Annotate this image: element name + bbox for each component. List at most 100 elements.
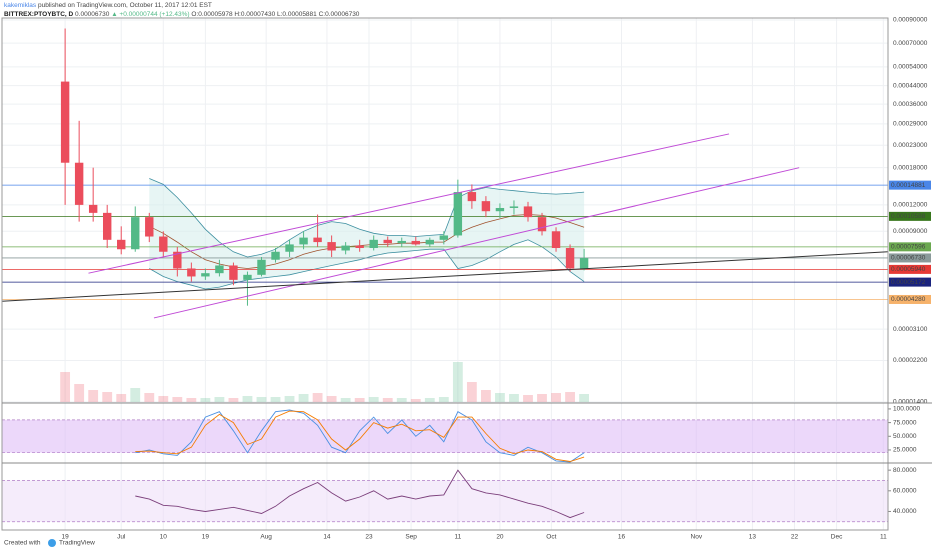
y-tick-label: 25.0000 — [893, 447, 917, 454]
volume-bar — [298, 394, 309, 402]
volume-bar — [116, 394, 127, 402]
volume-bar — [424, 398, 435, 402]
candle-body — [327, 242, 336, 251]
x-tick-label: 11 — [454, 534, 461, 541]
level-label-box — [889, 242, 931, 252]
plot-frame — [1, 17, 889, 531]
candle-body — [397, 240, 406, 244]
candle-body — [439, 235, 449, 240]
candle-body — [481, 201, 491, 212]
x-tick-label: Aug — [260, 534, 272, 541]
candle-body — [355, 245, 364, 249]
candle-body — [313, 237, 322, 243]
level-label: 0.00005172 — [891, 279, 926, 286]
candle-body — [187, 268, 196, 277]
level-label-box — [889, 180, 931, 190]
candle-body — [299, 237, 308, 245]
volume-bar — [354, 398, 365, 402]
candle-body — [271, 251, 280, 260]
y-tick-label: 0.00070000 — [893, 40, 928, 47]
y-tick-label: 60.0000 — [893, 488, 917, 495]
x-tick-label: Jul — [117, 534, 126, 541]
volume-bar — [565, 392, 575, 402]
volume-bar — [158, 396, 169, 402]
x-tick-label: Dec — [831, 534, 843, 541]
volume-bar — [214, 397, 225, 402]
y-tick-label: 0.00054000 — [893, 64, 928, 71]
x-tick-label: 10 — [160, 534, 168, 541]
volume-bar — [382, 398, 393, 402]
candle-body — [341, 245, 350, 251]
candle-body — [285, 244, 294, 252]
volume-bar — [228, 398, 239, 402]
candle-body — [537, 217, 547, 232]
volume-bar — [284, 396, 295, 402]
volume-bar — [340, 398, 351, 402]
volume-bar — [130, 388, 141, 402]
y-tick-label: 100.0000 — [893, 406, 920, 413]
y-tick-label: 75.0000 — [893, 419, 917, 426]
volume-bar — [256, 397, 267, 402]
x-tick-label: 23 — [365, 534, 373, 541]
x-tick-label: 14 — [323, 534, 331, 541]
candle-body — [425, 239, 435, 245]
volume-bar — [481, 390, 491, 402]
y-tick-label: 0.00036000 — [893, 101, 928, 108]
level-label: 0.00007596 — [891, 244, 926, 251]
volume-bar — [200, 398, 211, 402]
symbol-line: BITTREX:PTOYBTC, D 0.00006730 ▲ +0.00000… — [4, 11, 360, 18]
x-tick-label: 11 — [880, 534, 887, 541]
y-tick-label: 0.00023000 — [893, 142, 928, 149]
volume-bar — [551, 393, 561, 402]
level-label: 0.00005940 — [891, 266, 926, 273]
volume-bar — [186, 398, 197, 402]
candle-body — [229, 265, 238, 280]
level-label: 0.00014881 — [891, 182, 926, 189]
trendline — [153, 167, 800, 319]
candle-body — [257, 259, 266, 275]
y-tick-label: 40.0000 — [893, 508, 917, 515]
x-tick-label: 20 — [496, 534, 504, 541]
candle-body — [145, 217, 154, 237]
x-tick-label: 19 — [62, 534, 70, 541]
indicator-line — [135, 469, 585, 519]
level-label: 0.00010588 — [891, 213, 926, 220]
x-tick-label: Nov — [691, 534, 703, 541]
volume-bar — [523, 395, 533, 402]
volume-bar — [172, 397, 183, 402]
y-tick-label: 0.00003100 — [893, 326, 928, 333]
level-label-box — [889, 211, 931, 221]
candle-body — [509, 206, 519, 208]
level-label: 0.00006730 — [891, 255, 926, 262]
candle-body — [243, 274, 252, 280]
candle-body — [131, 217, 140, 250]
x-tick-label: 22 — [791, 534, 799, 541]
y-tick-label: 0.00012000 — [893, 202, 928, 209]
footer-brand[interactable]: TradingView — [59, 540, 95, 547]
candle-body — [159, 236, 168, 252]
footer-created: Created with — [4, 540, 41, 547]
volume-bar — [270, 397, 281, 402]
volume-bar — [509, 394, 519, 402]
x-tick-label: Sep — [405, 534, 417, 541]
volume-bar — [326, 396, 337, 402]
candle-body — [453, 192, 463, 236]
volume-bar — [438, 397, 449, 402]
level-label-box — [889, 253, 931, 263]
candle-body — [60, 81, 70, 163]
y-tick-label: 0.00001400 — [893, 399, 928, 406]
candle-body — [411, 240, 420, 245]
candle-body — [88, 204, 98, 213]
volume-bar — [368, 397, 379, 402]
byline: kakemiklas published on TradingView.com,… — [4, 2, 212, 9]
indicator-line — [135, 409, 585, 463]
symbol: BITTREX:PTOYBTC, D — [4, 11, 74, 18]
y-tick-label: 0.00044000 — [893, 82, 928, 89]
candle-body — [579, 257, 589, 269]
candle-body — [467, 192, 477, 202]
plot-area: 19 Jul 10 19 Aug 14 23 Sep 11 20 Oct 16 Nov 13 22 Dec 11… — [1, 17, 931, 541]
candle-body — [523, 206, 533, 218]
ohlc: O:0.00005978 H:0.00007430 L:0.00005881 C… — [191, 11, 359, 18]
band — [2, 480, 888, 522]
trendline — [88, 133, 730, 274]
